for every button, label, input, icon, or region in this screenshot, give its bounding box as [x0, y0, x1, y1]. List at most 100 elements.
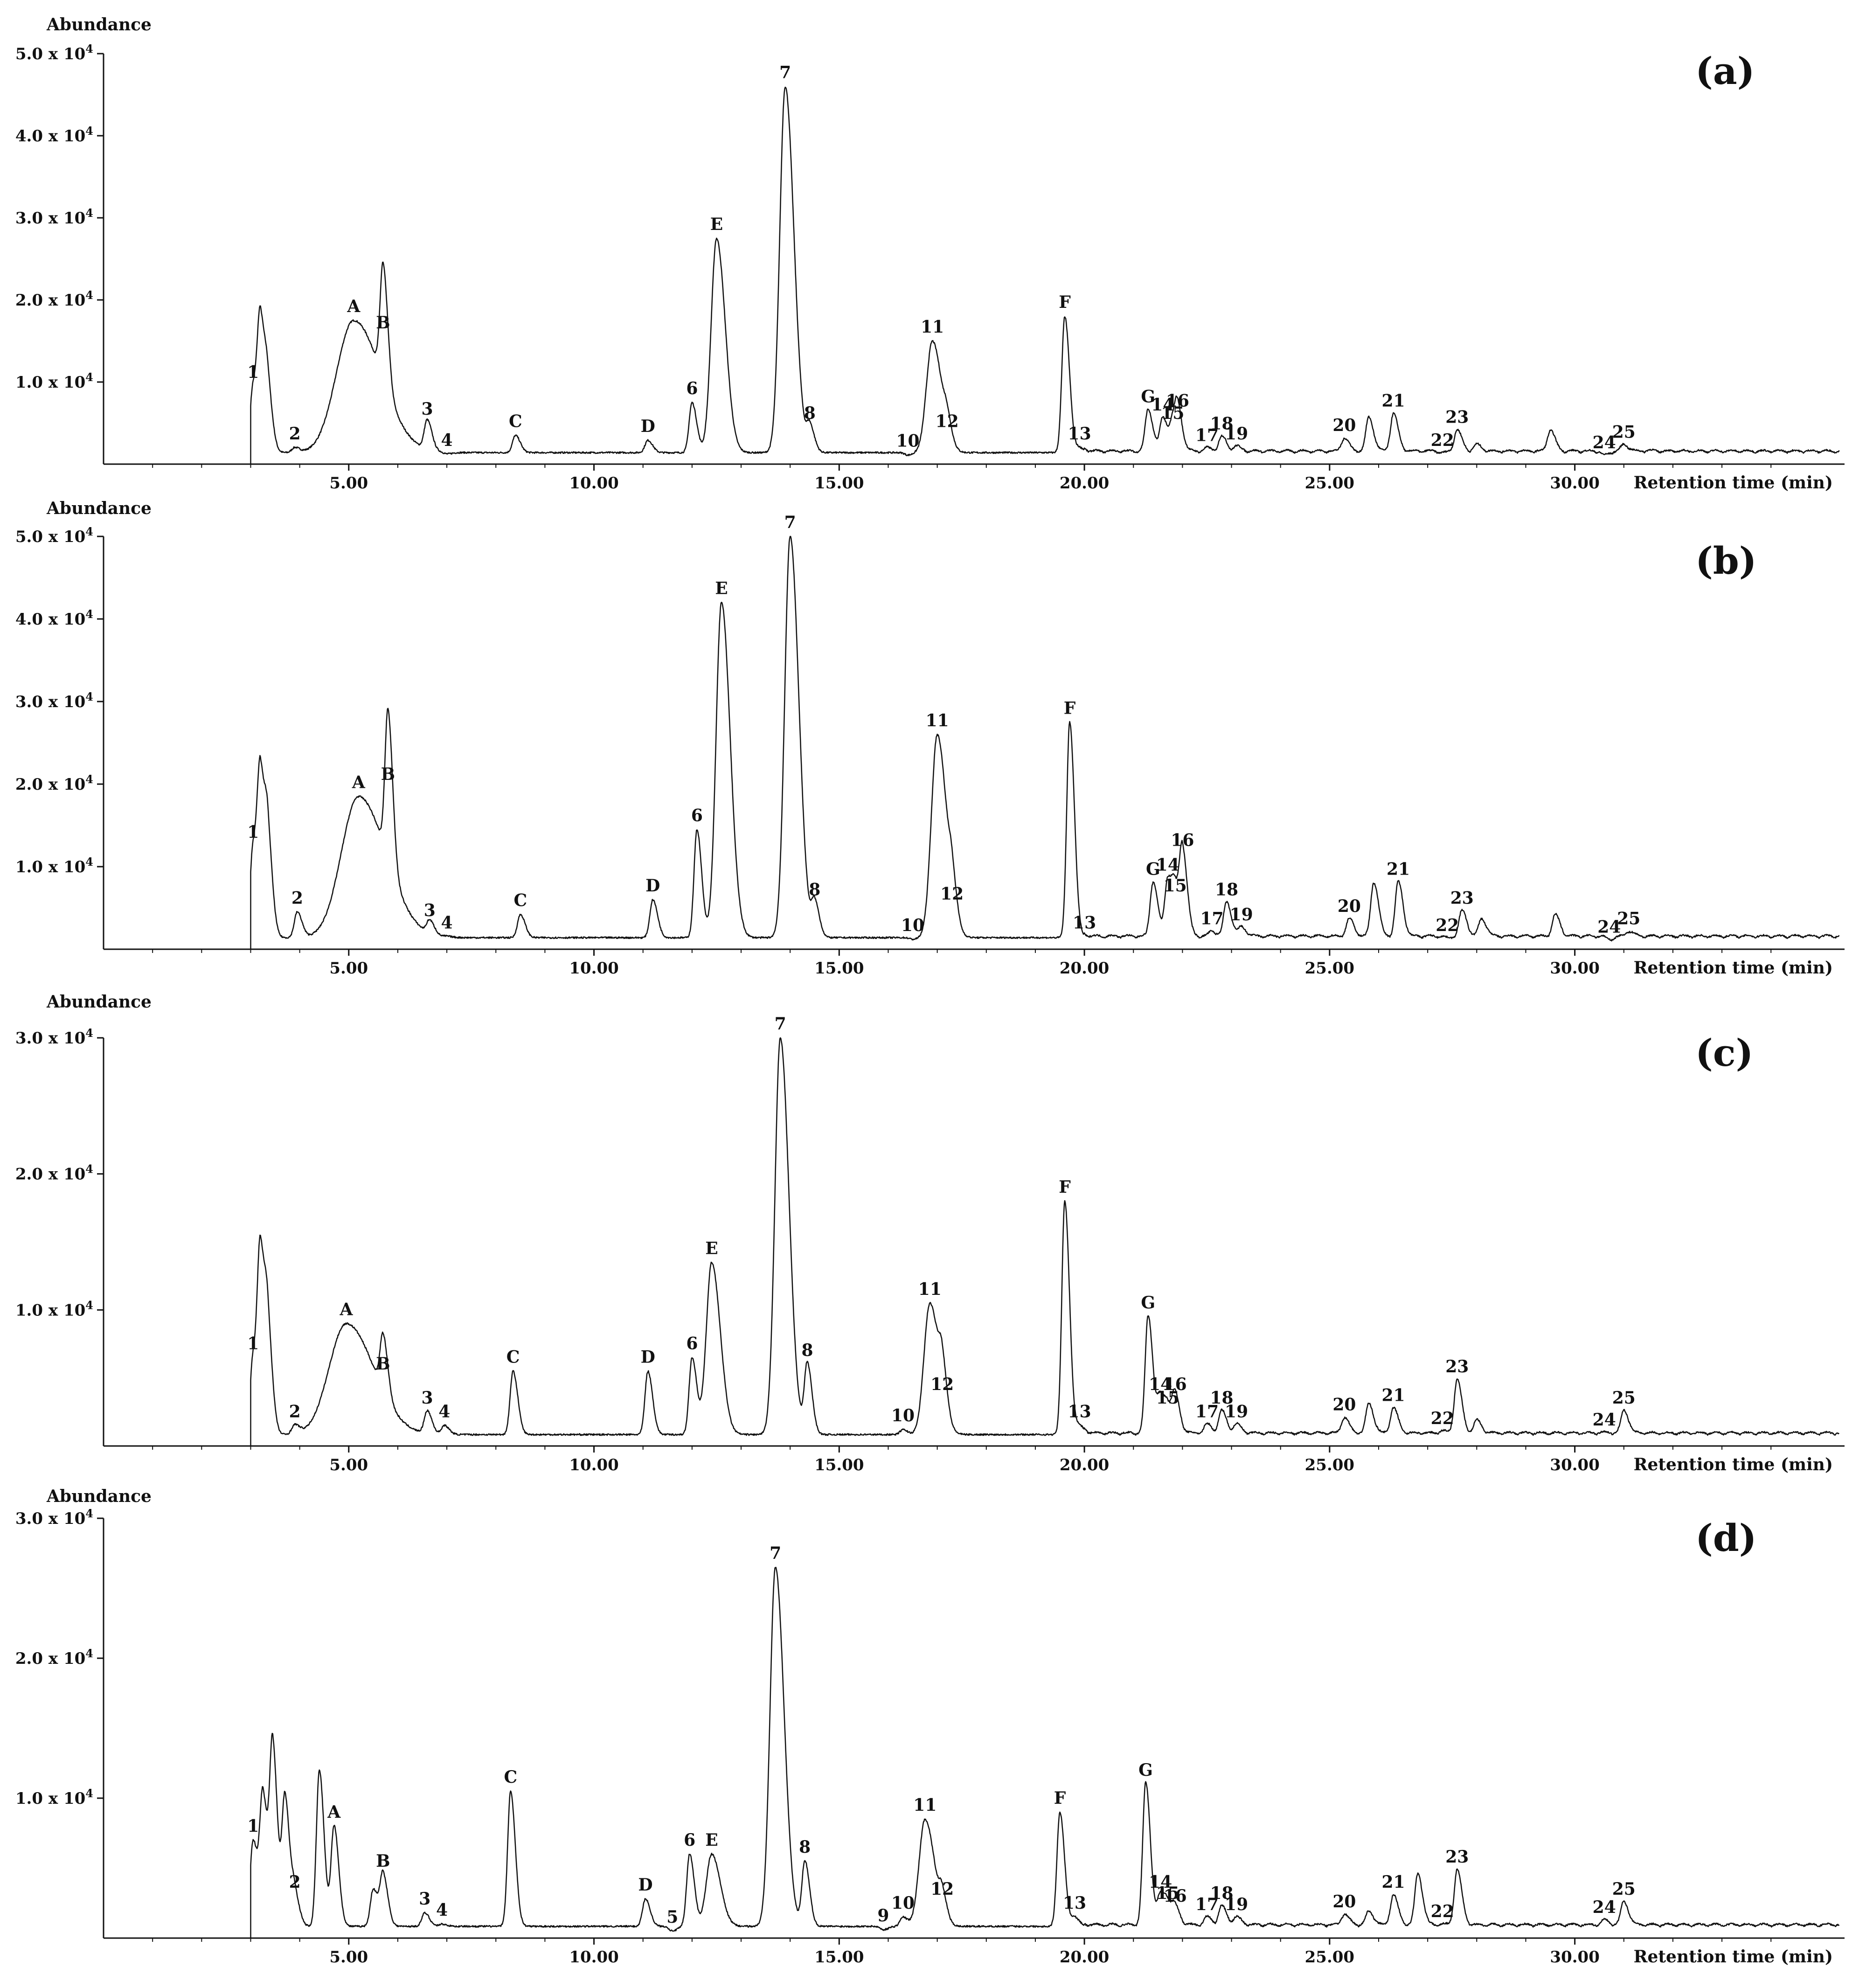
peak-label-17: 17 [1195, 1895, 1219, 1914]
peak-label-12: 12 [930, 1375, 954, 1394]
panel-label: (b) [1695, 539, 1757, 583]
panel-4: Abundance (d) 1.0 x 104 2.0 x 104 3.0 x 104 5… [15, 1487, 1845, 1967]
peak-label-25: 25 [1612, 1388, 1636, 1408]
peak-label-8: 8 [809, 880, 820, 900]
peak-label-E: E [705, 1830, 718, 1850]
x-tick-label: 30.00 [1550, 1948, 1599, 1967]
peak-label-14: 14 [1151, 395, 1174, 415]
y-tick-label: 2.0 x 104 [15, 288, 93, 310]
peak-label-14: 14 [1149, 1375, 1172, 1394]
peak-label-6: 6 [686, 1334, 698, 1353]
peak-label-25: 25 [1612, 1879, 1636, 1899]
peak-label-10: 10 [901, 916, 924, 935]
peak-label-21: 21 [1382, 1385, 1405, 1405]
x-tick-label: 5.00 [329, 1948, 368, 1967]
peak-label-3: 3 [424, 901, 436, 920]
x-tick-label: 15.00 [814, 959, 864, 978]
peak-label-3: 3 [421, 1388, 433, 1408]
panel-1: Abundance (a) 1.0 x 104 2.0 x 104 3.0 x 104 4… [15, 15, 1845, 493]
peak-label-12: 12 [940, 884, 964, 904]
y-tick-label: 4.0 x 104 [15, 607, 93, 629]
peak-label-12: 12 [936, 411, 959, 431]
x-axis-title: Retention time (min) [1634, 958, 1833, 978]
y-axis-title: Abundance [46, 499, 152, 518]
y-tick-label: 1.0 x 104 [15, 1786, 93, 1808]
x-tick-label: 20.00 [1060, 474, 1109, 493]
x-tick-label: 15.00 [814, 1948, 864, 1967]
peak-label-15: 15 [1161, 403, 1184, 423]
peak-label-C: C [504, 1767, 517, 1787]
peak-label-11: 11 [926, 711, 949, 730]
peak-label-G: G [1141, 1293, 1155, 1313]
peak-label-20: 20 [1332, 1395, 1356, 1415]
peak-label-23: 23 [1450, 888, 1474, 908]
y-tick-label: 2.0 x 104 [15, 1162, 93, 1184]
x-tick-label: 15.00 [814, 474, 864, 493]
peak-label-20: 20 [1338, 897, 1361, 916]
peak-label-24: 24 [1593, 1410, 1616, 1430]
peak-label-9: 9 [877, 1906, 889, 1925]
x-tick-label: 25.00 [1305, 1456, 1354, 1474]
peak-label-24: 24 [1593, 433, 1616, 452]
peak-label-19: 19 [1225, 1402, 1248, 1421]
peak-label-A: A [327, 1802, 341, 1822]
y-tick-label: 3.0 x 104 [15, 1026, 93, 1048]
peak-label-13: 13 [1068, 1402, 1091, 1421]
peak-label-19: 19 [1230, 905, 1253, 924]
x-tick-label: 10.00 [569, 1456, 618, 1474]
peak-label-20: 20 [1332, 1892, 1356, 1912]
peak-label-10: 10 [891, 1406, 915, 1425]
peak-label-15: 15 [1156, 1884, 1179, 1903]
peak-label-24: 24 [1593, 1898, 1616, 1917]
peak-label-8: 8 [804, 403, 816, 423]
peak-label-11: 11 [921, 317, 944, 337]
peak-label-B: B [376, 1354, 390, 1374]
x-tick-label: 10.00 [569, 474, 618, 493]
peak-label-1: 1 [247, 1816, 259, 1836]
x-tick-label: 30.00 [1550, 474, 1599, 493]
y-tick-label: 2.0 x 104 [15, 1647, 93, 1668]
peak-label-F: F [1064, 698, 1076, 718]
y-axis-title: Abundance [46, 1487, 152, 1506]
peak-label-24: 24 [1597, 917, 1621, 937]
peak-label-8: 8 [799, 1837, 811, 1857]
peak-label-22: 22 [1431, 1409, 1454, 1428]
peak-label-1: 1 [247, 362, 259, 382]
peak-label-2: 2 [291, 888, 303, 908]
y-tick-label: 1.0 x 104 [15, 370, 93, 392]
peak-label-22: 22 [1431, 1902, 1454, 1921]
x-tick-label: 5.00 [329, 1456, 368, 1474]
x-tick-label: 20.00 [1060, 1948, 1109, 1967]
chromatogram-trace [250, 86, 1840, 464]
peak-label-4: 4 [438, 1402, 450, 1421]
peak-label-13: 13 [1063, 1893, 1086, 1913]
peak-label-4: 4 [441, 431, 453, 450]
x-tick-label: 15.00 [814, 1456, 864, 1474]
x-tick-label: 20.00 [1060, 1456, 1109, 1474]
chromatogram-trace [250, 1567, 1840, 1938]
peak-label-14: 14 [1149, 1872, 1172, 1892]
panel-3: Abundance (c) 1.0 x 104 2.0 x 104 3.0 x 104 5… [15, 992, 1845, 1474]
peak-label-D: D [638, 1875, 652, 1895]
peak-label-21: 21 [1387, 859, 1410, 879]
peak-label-G: G [1146, 859, 1160, 879]
y-tick-label: 3.0 x 104 [15, 690, 93, 711]
peak-label-D: D [641, 417, 655, 436]
peak-label-2: 2 [289, 424, 301, 444]
chromatogram-trace [250, 1037, 1840, 1446]
peak-label-18: 18 [1210, 1884, 1233, 1903]
y-tick-label: 5.0 x 104 [15, 42, 93, 63]
peak-label-16: 16 [1164, 1886, 1187, 1906]
peak-label-16: 16 [1166, 391, 1189, 410]
peak-label-7: 7 [784, 513, 796, 532]
x-axis-title: Retention time (min) [1634, 1455, 1833, 1474]
x-axis-title: Retention time (min) [1634, 1947, 1833, 1967]
peak-label-15: 15 [1156, 1388, 1179, 1408]
peak-label-18: 18 [1210, 1388, 1233, 1408]
peak-label-F: F [1059, 1177, 1071, 1197]
peak-label-F: F [1059, 292, 1071, 312]
peak-label-B: B [376, 313, 390, 333]
peak-label-G: G [1141, 387, 1155, 407]
x-axis-title: Retention time (min) [1634, 473, 1833, 493]
